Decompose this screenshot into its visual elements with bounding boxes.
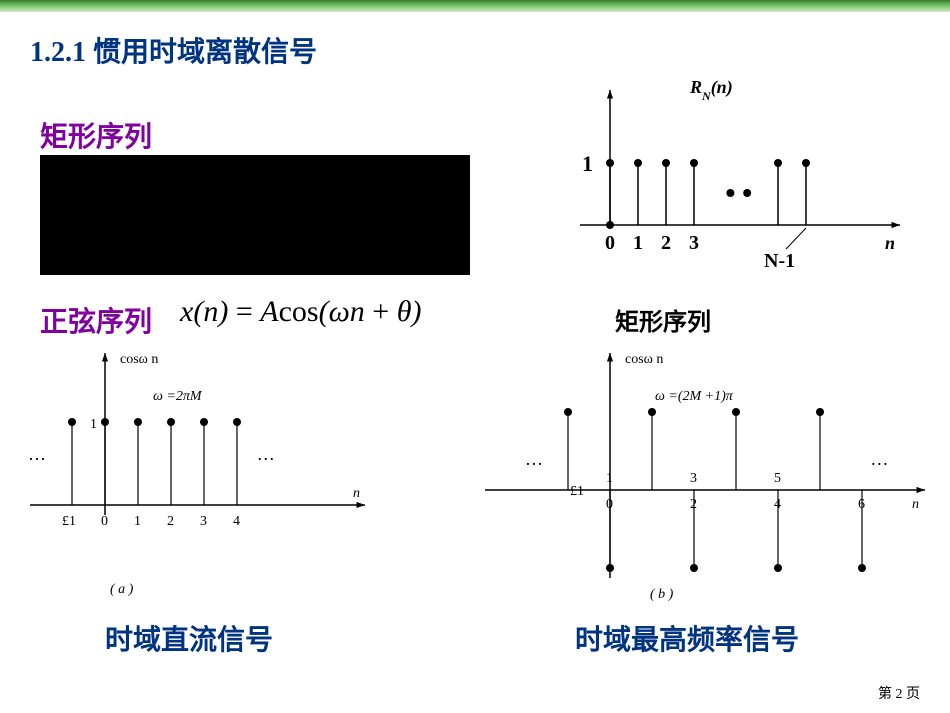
formula-n1: n (203, 295, 218, 328)
formula-n2: n (350, 295, 365, 328)
formula-A: A (260, 295, 278, 328)
slide-top-border (0, 0, 950, 12)
svg-text:cosω n: cosω n (625, 352, 663, 367)
svg-text:n: n (885, 233, 895, 253)
svg-text:N-1: N-1 (764, 250, 795, 272)
svg-text:n: n (353, 486, 360, 501)
svg-text:4: 4 (233, 514, 240, 529)
chart-b: cosω n ω =(2M +1)π £1 1 3 5 0 2 4 6 … … n ( b ) (480, 345, 940, 615)
svg-text:2: 2 (661, 232, 671, 254)
caption-dc-signal: 时域直流信号 (105, 618, 273, 658)
subtitle-rect-seq: 矩形序列 (40, 115, 152, 155)
svg-text:£1: £1 (570, 484, 584, 499)
formula-x: x (180, 295, 193, 328)
svg-text:n: n (912, 497, 919, 512)
svg-text:…: … (257, 444, 275, 464)
svg-text:3: 3 (689, 232, 699, 254)
formula-theta: θ (397, 295, 412, 328)
svg-text:0: 0 (606, 497, 613, 512)
svg-text:3: 3 (690, 471, 697, 486)
svg-text:2: 2 (167, 514, 174, 529)
formula-cos: cos (279, 295, 319, 328)
rect-caption: 矩形序列 (615, 302, 711, 337)
svg-text:6: 6 (858, 497, 865, 512)
chart-rn: RN(n)10123N-1n (550, 75, 930, 285)
formula-omega: ω (329, 295, 350, 328)
svg-text:1: 1 (606, 471, 613, 486)
blackout-region (40, 155, 470, 275)
svg-text:1: 1 (90, 417, 97, 432)
svg-text:ω =(2M +1)π: ω =(2M +1)π (655, 389, 734, 404)
svg-text:RN(n): RN(n) (689, 77, 733, 103)
svg-text:…: … (525, 449, 543, 469)
sine-formula: x(n) = Acos(ωn + θ) (180, 295, 421, 329)
chart-a: cosω n ω =2πM 1 … … £1 0 1 2 3 4 n ( a ) (10, 345, 390, 615)
svg-text:2: 2 (690, 497, 697, 512)
svg-text:4: 4 (774, 497, 781, 512)
main-title: 1.2.1 惯用时域离散信号 (30, 30, 317, 70)
svg-text:…: … (28, 444, 46, 464)
svg-text:0: 0 (605, 232, 615, 254)
formula-eq: = (228, 295, 260, 328)
svg-text:0: 0 (101, 514, 108, 529)
svg-text:1: 1 (633, 232, 643, 254)
svg-text:( b ): ( b ) (650, 587, 674, 602)
svg-text:1: 1 (582, 151, 593, 176)
formula-plus: + (365, 295, 397, 328)
caption-hf-signal: 时域最高频率信号 (575, 618, 799, 658)
svg-text:…: … (870, 449, 888, 469)
svg-text:£1: £1 (62, 514, 76, 529)
svg-text:3: 3 (200, 514, 207, 529)
page-number: 第 2 页 (878, 683, 920, 703)
svg-text:1: 1 (134, 514, 141, 529)
subtitle-sine-seq: 正弦序列 (40, 300, 152, 340)
svg-text:( a ): ( a ) (110, 582, 134, 597)
svg-text:ω =2πM: ω =2πM (153, 389, 203, 404)
svg-text:cosω n: cosω n (120, 352, 158, 367)
svg-text:5: 5 (774, 471, 781, 486)
